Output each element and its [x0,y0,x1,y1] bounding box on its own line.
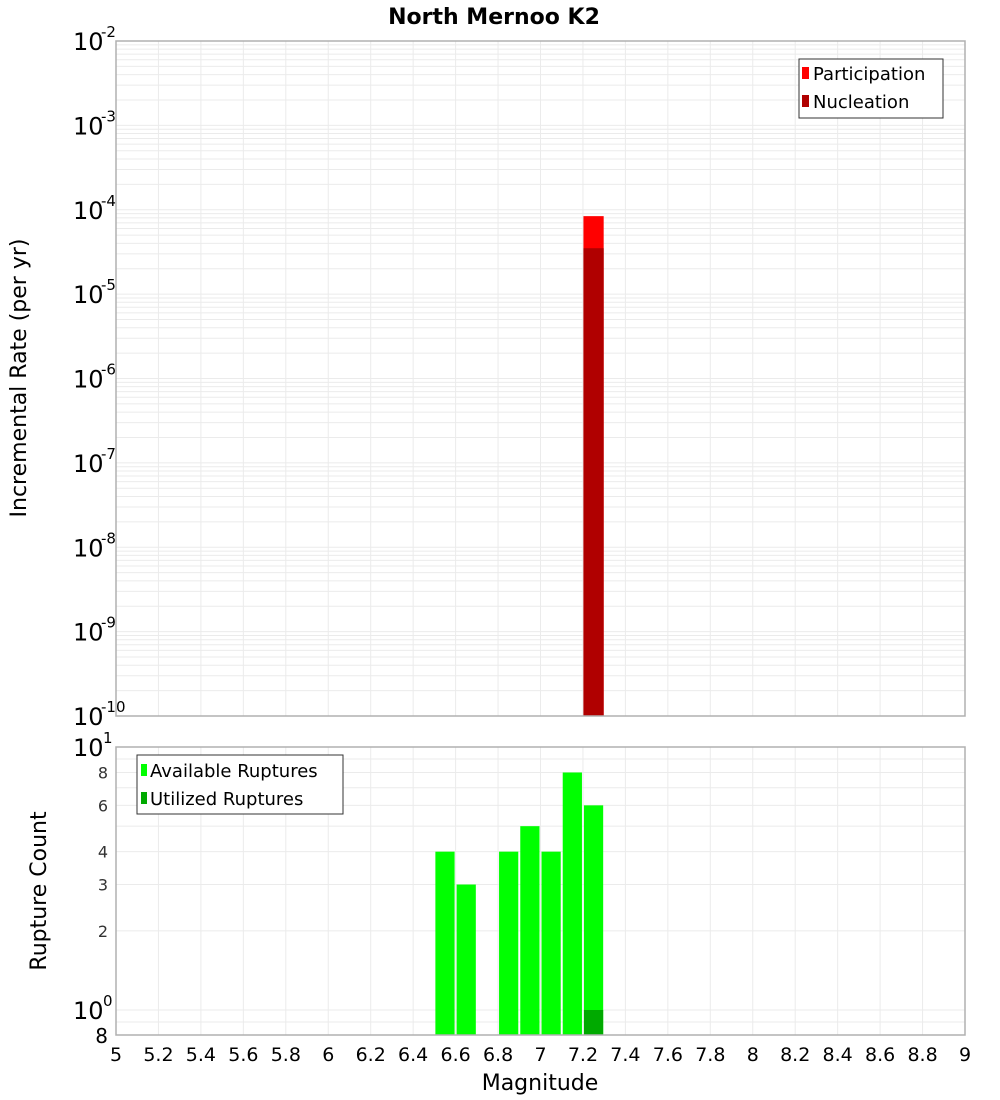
bottom-y-axis-ticks: 101100864328 [73,729,113,1048]
bottom-legend: Available Ruptures Utilized Ruptures [137,755,343,814]
x-axis-label: Magnitude [482,1071,599,1096]
available-swatch [141,764,147,776]
svg-text:-4: -4 [101,192,116,210]
svg-text:-8: -8 [101,529,116,547]
x-tick-label: 9 [959,1044,971,1066]
svg-text:10: 10 [73,281,104,309]
x-tick-label: 8.6 [865,1044,895,1066]
x-tick-label: 6 [322,1044,334,1066]
x-tick-label: 8.2 [780,1044,810,1066]
y-tick-label: 3 [98,876,108,895]
svg-text:-6: -6 [101,361,116,379]
svg-text:10: 10 [73,28,104,56]
bottom-plot: 101100864328 Rupture Count Available Rup… [27,729,965,1048]
x-tick-label: 5.2 [143,1044,173,1066]
svg-text:0: 0 [103,992,113,1010]
svg-text:10: 10 [73,534,104,562]
svg-text:10: 10 [73,997,104,1025]
rate-bar [583,248,603,716]
x-tick-label: 6.2 [356,1044,386,1066]
x-tick-label: 5.4 [186,1044,216,1066]
participation-swatch [802,67,809,79]
legend-participation-label: Participation [813,64,925,85]
top-legend: Participation Nucleation [799,59,943,118]
legend-nucleation-label: Nucleation [813,92,909,113]
count-bar [542,852,561,1035]
count-bar [584,805,603,1035]
x-tick-label: 6.8 [483,1044,513,1066]
nucleation-swatch [802,95,809,107]
x-tick-label: 5.8 [271,1044,301,1066]
svg-text:1: 1 [103,729,113,747]
x-tick-label: 8.4 [823,1044,853,1066]
svg-text:-9: -9 [101,614,116,632]
svg-text:10: 10 [73,197,104,225]
y-tick-label: 10-9 [73,614,116,647]
svg-text:10: 10 [73,450,104,478]
y-tick-label: 100 [73,992,113,1025]
y-tick-label: 2 [98,922,108,941]
svg-text:10: 10 [73,619,104,647]
top-plot-bars [583,216,603,716]
top-plot: 10-210-310-410-510-610-710-810-910-10 In… [7,23,965,731]
y-tick-label: 10-2 [73,23,116,56]
chart-title: North Mernoo K2 [388,5,600,30]
y-tick-label: 8 [95,1024,108,1048]
y-tick-label: 4 [98,843,108,862]
x-tick-label: 7.6 [653,1044,683,1066]
svg-text:10: 10 [73,703,104,731]
y-tick-label: 10-6 [73,361,116,394]
x-tick-label: 7.8 [695,1044,725,1066]
y-tick-label: 101 [73,729,113,762]
y-tick-label: 10-10 [73,698,126,731]
x-tick-label: 7 [534,1044,546,1066]
count-bar [520,826,539,1035]
bottom-y-axis-label: Rupture Count [27,811,52,971]
x-tick-label: 6.4 [398,1044,428,1066]
x-tick-label: 6.6 [440,1044,470,1066]
chart-canvas: North Mernoo K2 10-210-310-410-510-610-7… [0,0,1000,1100]
y-tick-label: 6 [98,796,108,815]
utilized-swatch [141,792,147,804]
x-tick-label: 8 [747,1044,759,1066]
y-tick-label: 10-3 [73,107,116,140]
count-bar [563,772,582,1035]
x-tick-label: 7.2 [568,1044,598,1066]
legend-available-label: Available Ruptures [150,761,318,782]
x-axis-ticks: 5 5.2 5.4 5.6 5.8 6 6.2 6.4 6.6 6.8 7 7.2 7.4 7.6 7.8 8… [110,1044,971,1066]
y-tick-label: 10-8 [73,529,116,562]
count-bar [457,885,476,1035]
svg-text:10: 10 [73,112,104,140]
count-bar [584,1010,603,1035]
count-bar [499,852,518,1035]
y-tick-label: 10-4 [73,192,116,225]
top-y-axis-label: Incremental Rate (per yr) [7,239,32,518]
y-tick-label: 10-5 [73,276,116,309]
svg-text:-5: -5 [101,276,116,294]
x-tick-label: 8.8 [907,1044,937,1066]
svg-text:10: 10 [73,366,104,394]
top-plot-grid [116,41,965,716]
count-bar [435,852,454,1035]
svg-text:-2: -2 [101,23,116,41]
y-tick-label: 10-7 [73,445,116,478]
svg-text:-10: -10 [101,698,126,716]
x-tick-label: 5.6 [228,1044,258,1066]
x-tick-label: 7.4 [610,1044,640,1066]
svg-text:10: 10 [73,734,104,762]
y-tick-label: 8 [98,763,108,782]
x-tick-label: 5 [110,1044,122,1066]
svg-text:-7: -7 [101,445,116,463]
svg-text:-3: -3 [101,107,116,125]
legend-utilized-label: Utilized Ruptures [150,789,303,810]
